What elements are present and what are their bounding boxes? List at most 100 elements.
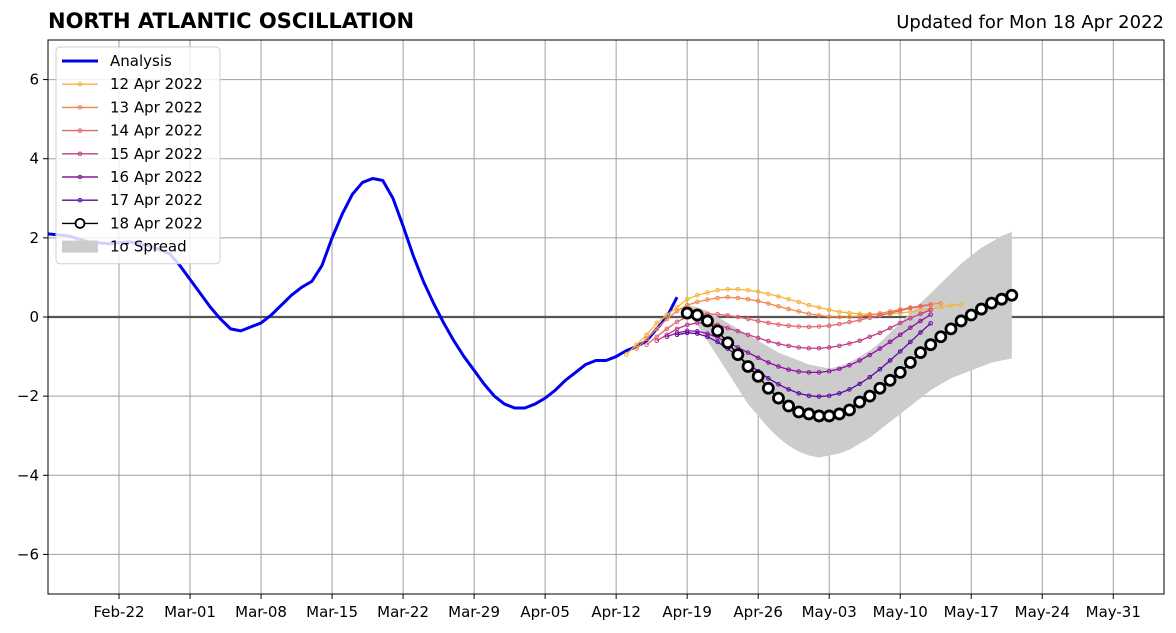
data-point bbox=[918, 304, 923, 309]
data-point bbox=[918, 330, 923, 335]
spread-band bbox=[687, 231, 1012, 458]
data-point bbox=[634, 346, 639, 351]
data-point bbox=[847, 341, 852, 346]
forecast-line bbox=[666, 314, 931, 374]
data-point bbox=[887, 325, 893, 331]
legend-marker bbox=[77, 151, 83, 157]
spread-area bbox=[687, 231, 1012, 458]
legend-label: 17 Apr 2022 bbox=[110, 191, 203, 209]
data-point bbox=[837, 309, 842, 315]
data-point bbox=[782, 399, 796, 413]
legend-entry: 18 Apr 2022 bbox=[62, 214, 203, 232]
legend-marker bbox=[77, 105, 83, 110]
data-point bbox=[806, 393, 812, 399]
y-tick-label: −6 bbox=[17, 545, 39, 563]
data-point bbox=[761, 381, 775, 395]
legend-box bbox=[55, 46, 221, 265]
axis-ticks: Feb-22 Mar-01 Mar-08 Mar-15 Mar-22 Mar-29 Apr-… bbox=[17, 71, 1141, 621]
data-point bbox=[715, 339, 720, 345]
x-tick-label: May-17 bbox=[944, 603, 999, 621]
data-point bbox=[934, 330, 948, 344]
legend-label: Analysis bbox=[110, 52, 172, 70]
data-point bbox=[755, 355, 761, 361]
data-point bbox=[938, 300, 944, 306]
data-point bbox=[654, 326, 660, 332]
data-point bbox=[796, 369, 802, 374]
data-point bbox=[674, 332, 680, 338]
data-point bbox=[908, 325, 913, 330]
data-point bbox=[796, 299, 802, 305]
data-point bbox=[928, 302, 933, 308]
data-point bbox=[908, 305, 913, 311]
data-point bbox=[897, 308, 903, 313]
data-point bbox=[857, 381, 862, 387]
data-point bbox=[766, 291, 771, 297]
data-point bbox=[826, 307, 832, 313]
x-tick-label: Mar-08 bbox=[235, 603, 287, 621]
data-point bbox=[772, 391, 785, 405]
x-tick-label: May-31 bbox=[1086, 603, 1141, 621]
data-point bbox=[877, 330, 883, 336]
y-tick-label: 0 bbox=[29, 308, 39, 326]
data-point bbox=[928, 321, 933, 326]
data-point bbox=[822, 409, 836, 423]
data-point bbox=[721, 336, 735, 350]
data-point bbox=[735, 314, 741, 320]
data-point bbox=[684, 296, 690, 302]
legend: Analysis 12 Apr 2022 13 Apr 2022 14 Apr 202… bbox=[55, 46, 221, 265]
data-point bbox=[843, 403, 856, 417]
legend-marker bbox=[74, 217, 86, 229]
data-point bbox=[958, 302, 964, 307]
data-point bbox=[847, 319, 852, 325]
data-point bbox=[745, 332, 751, 338]
data-point bbox=[715, 287, 720, 293]
data-point bbox=[725, 313, 731, 318]
data-point bbox=[1005, 288, 1019, 302]
x-tick-label: Apr-19 bbox=[662, 603, 712, 621]
data-point bbox=[903, 356, 917, 369]
data-point bbox=[826, 345, 832, 350]
data-point bbox=[837, 321, 842, 327]
data-point bbox=[954, 314, 968, 328]
data-point bbox=[623, 352, 629, 357]
series-forecast-7 bbox=[680, 288, 1019, 423]
y-tick-label: 2 bbox=[29, 229, 39, 247]
data-point bbox=[776, 364, 781, 369]
data-point bbox=[766, 376, 771, 381]
data-point bbox=[857, 317, 862, 323]
data-point bbox=[816, 370, 822, 375]
data-point bbox=[887, 339, 893, 345]
x-tick-label: Apr-05 bbox=[520, 603, 570, 621]
data-point bbox=[776, 341, 781, 347]
data-point bbox=[887, 310, 893, 316]
data-point bbox=[664, 316, 670, 322]
data-point bbox=[725, 325, 731, 331]
data-point bbox=[867, 352, 873, 358]
data-point bbox=[776, 322, 781, 327]
data-point bbox=[735, 328, 741, 334]
data-point bbox=[755, 335, 761, 341]
data-point bbox=[705, 290, 710, 295]
data-point bbox=[755, 289, 761, 294]
data-point bbox=[847, 387, 852, 392]
y-tick-label: 4 bbox=[29, 150, 39, 168]
data-point bbox=[792, 405, 806, 419]
legend-marker bbox=[77, 197, 83, 203]
legend-label: 1σ Spread bbox=[110, 238, 187, 256]
data-point bbox=[806, 324, 812, 330]
data-point bbox=[786, 343, 791, 349]
data-point bbox=[816, 313, 822, 318]
data-point bbox=[705, 334, 710, 340]
data-point bbox=[816, 394, 822, 399]
data-point bbox=[711, 324, 724, 338]
data-point bbox=[867, 312, 873, 318]
data-point bbox=[684, 330, 690, 336]
data-point bbox=[816, 324, 822, 329]
data-point bbox=[695, 331, 700, 336]
data-point bbox=[877, 346, 883, 351]
data-point bbox=[832, 407, 846, 421]
data-point bbox=[745, 287, 751, 293]
data-point bbox=[918, 318, 923, 324]
data-point bbox=[883, 373, 897, 387]
data-point bbox=[786, 296, 791, 302]
